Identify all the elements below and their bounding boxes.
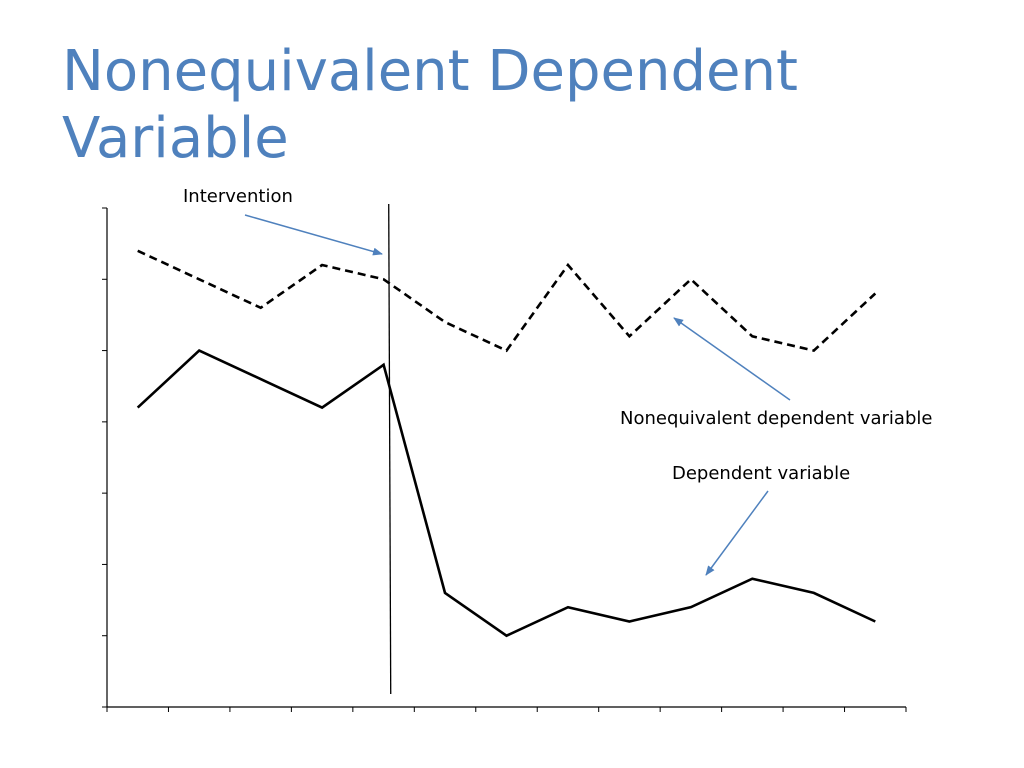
series-line-dependent xyxy=(136,349,876,638)
series-line-nonequivalent xyxy=(137,249,877,353)
intervention-line xyxy=(388,203,392,695)
dependent-arrow xyxy=(705,490,769,576)
intervention-label: Intervention xyxy=(183,186,293,207)
dependent-label: Dependent variable xyxy=(672,463,850,484)
nonequivalent-arrow xyxy=(673,317,791,401)
series-layer xyxy=(136,249,877,638)
slide-title: Nonequivalent Dependent Variable xyxy=(62,39,798,171)
intervention-arrow xyxy=(244,214,383,256)
chart-axes xyxy=(102,207,907,712)
nonequivalent-label: Nonequivalent dependent variable xyxy=(620,408,932,429)
